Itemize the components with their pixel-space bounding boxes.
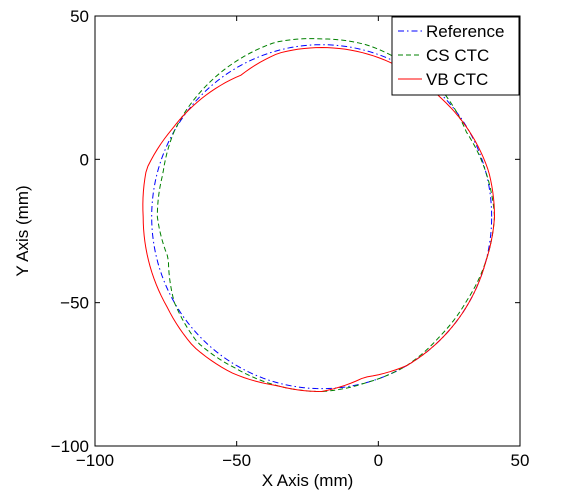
x-axis-label: X Axis (mm) [262,471,354,490]
y-tick-label: −100 [51,437,89,456]
x-tick-label: 0 [374,451,383,470]
legend: Reference CS CTC VB CTC [391,16,520,96]
legend-label: VB CTC [426,70,488,89]
y-tick-label: 50 [70,7,89,26]
y-tick-label: −50 [60,294,89,313]
legend-box [391,16,520,96]
y-axis-label: Y Axis (mm) [13,185,32,276]
y-tick-label: 0 [80,150,89,169]
x-tick-label: 50 [511,451,530,470]
legend-label: Reference [426,22,504,41]
ticks-group: −100 −50 0 50 −100 −50 0 50 [51,7,530,470]
legend-label: CS CTC [426,46,489,65]
x-tick-label: −50 [222,451,251,470]
x-tick-label: −100 [76,451,114,470]
